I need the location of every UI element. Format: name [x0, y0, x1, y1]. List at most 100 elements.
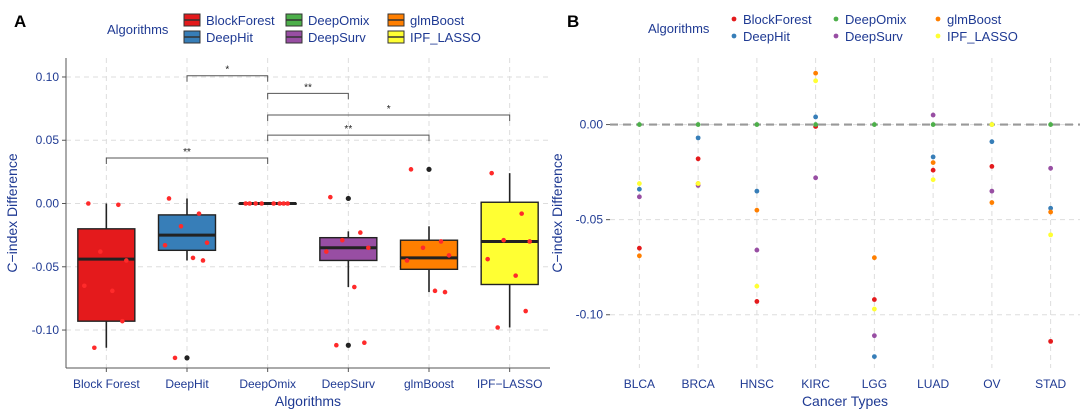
point-BlockForest-OV [989, 164, 995, 169]
legend-label-DeepHit: DeepHit [206, 30, 253, 45]
y-tick-label: -0.10 [32, 323, 60, 337]
point-DeepOmix [285, 201, 290, 206]
point-DeepHit [178, 223, 184, 229]
plot-area [66, 58, 550, 368]
point-DeepHit-KIRC [813, 114, 819, 120]
point-glmBoost-BLCA [636, 253, 642, 259]
point-DeepSurv [362, 340, 367, 345]
x-tick-label: DeepHit [165, 377, 209, 391]
legend-title: Algorithms [107, 22, 169, 37]
significance-label: ** [183, 147, 191, 158]
point-DeepSurv [334, 342, 339, 348]
legend-label-BlockForest: BlockForest [743, 12, 812, 27]
point-DeepSurv-STAD [1048, 165, 1054, 171]
point-BlockForest-LGG [871, 297, 877, 302]
point-BlockForest [116, 202, 121, 208]
x-tick-label: IPF−LASSO [477, 377, 543, 391]
legend-dot-DeepHit [731, 33, 737, 39]
point-DeepSurv-LGG [871, 333, 877, 339]
point-DeepHit-OV [989, 139, 995, 145]
x-tick-label: LUAD [917, 377, 949, 391]
point-BlockForest-HNSC [754, 299, 760, 304]
point-IPF_LASSO-LUAD [930, 177, 936, 183]
point-DeepHit [190, 255, 196, 261]
y-tick-label: 0.05 [36, 133, 60, 147]
point-DeepHit [172, 355, 178, 361]
point-glmBoost [442, 289, 448, 295]
outlier-glmBoost [426, 166, 432, 172]
point-IPF_LASSO [519, 211, 524, 216]
point-DeepSurv-HNSC [754, 247, 760, 253]
x-tick-label: LGG [862, 377, 887, 391]
point-DeepOmix [253, 201, 258, 206]
point-IPF_LASSO [501, 237, 506, 243]
legend-label-BlockForest: BlockForest [206, 13, 275, 28]
x-tick-label: BRCA [681, 377, 714, 391]
x-tick-label: Block Forest [73, 377, 140, 391]
point-glmBoost-LUAD [930, 160, 936, 166]
box-BlockForest [77, 228, 136, 322]
point-glmBoost [420, 245, 426, 251]
point-DeepHit [204, 240, 210, 246]
x-axis-title: Algorithms [275, 393, 341, 409]
point-DeepSurv-LUAD [930, 112, 936, 118]
legend-dot-BlockForest [731, 16, 737, 22]
point-IPF_LASSO [485, 256, 490, 262]
point-glmBoost-KIRC [813, 70, 819, 76]
x-axis-title: Cancer Types [802, 393, 888, 409]
significance-bracket [186, 75, 269, 82]
point-BlockForest [110, 288, 115, 294]
point-glmBoost-LGG [871, 255, 877, 261]
point-glmBoost [408, 167, 414, 172]
y-tick-label: 0.10 [36, 70, 60, 84]
legend-label-glmBoost: glmBoost [410, 13, 465, 28]
outlier-DeepSurv [345, 342, 351, 348]
y-tick-label: -0.05 [32, 260, 60, 274]
y-axis-title: C−index Difference [4, 153, 20, 272]
legend-title: Algorithms [648, 21, 710, 36]
point-IPF_LASSO-OV [989, 122, 995, 127]
point-DeepHit-STAD [1048, 205, 1054, 211]
point-BlockForest [86, 201, 91, 206]
legend-label-IPF_LASSO: IPF_LASSO [947, 29, 1018, 44]
x-tick-label: KIRC [801, 377, 830, 391]
point-BlockForest [120, 318, 125, 324]
point-DeepOmix-BRCA [695, 122, 701, 127]
point-DeepOmix-BLCA [636, 122, 642, 127]
legend-label-DeepSurv: DeepSurv [845, 29, 903, 44]
point-BlockForest [124, 258, 129, 263]
y-tick-label: -0.05 [576, 213, 604, 227]
point-DeepHit-BLCA [636, 186, 642, 192]
y-tick-label: -0.10 [576, 308, 604, 322]
significance-label: * [225, 65, 229, 76]
point-DeepHit [162, 242, 168, 248]
point-IPF_LASSO [495, 325, 500, 330]
point-DeepSurv-BLCA [636, 194, 642, 200]
point-DeepOmix [277, 201, 282, 206]
point-DeepHit [166, 196, 172, 201]
point-DeepHit [200, 258, 206, 263]
legend-dot-DeepSurv [833, 33, 839, 39]
point-DeepOmix-KIRC [813, 122, 819, 127]
x-tick-label: glmBoost [404, 377, 455, 391]
point-BlockForest [82, 283, 87, 289]
point-IPF_LASSO-LGG [871, 306, 877, 312]
significance-bracket [267, 114, 511, 121]
outlier-DeepSurv [345, 195, 351, 202]
y-tick-label: 0.00 [580, 118, 604, 132]
panel-b-scatter: 0.00 -0.05 -0.10 BLCA BRCA HNSC KIRC LGG LUAD OV S… [549, 12, 1080, 409]
point-BlockForest-BLCA [636, 245, 642, 251]
point-DeepHit-HNSC [754, 188, 760, 194]
point-glmBoost [438, 239, 444, 244]
point-glmBoost-STAD [1048, 209, 1054, 215]
point-DeepSurv-KIRC [813, 175, 819, 181]
point-BlockForest [98, 249, 103, 254]
point-DeepHit-LUAD [930, 154, 936, 160]
point-BlockForest [92, 345, 97, 351]
point-DeepOmix-LUAD [930, 122, 936, 127]
legend-dot-DeepOmix [833, 16, 839, 22]
point-DeepOmix [247, 201, 252, 206]
legend-label-DeepSurv: DeepSurv [308, 30, 366, 45]
point-IPF_LASSO [527, 239, 532, 244]
